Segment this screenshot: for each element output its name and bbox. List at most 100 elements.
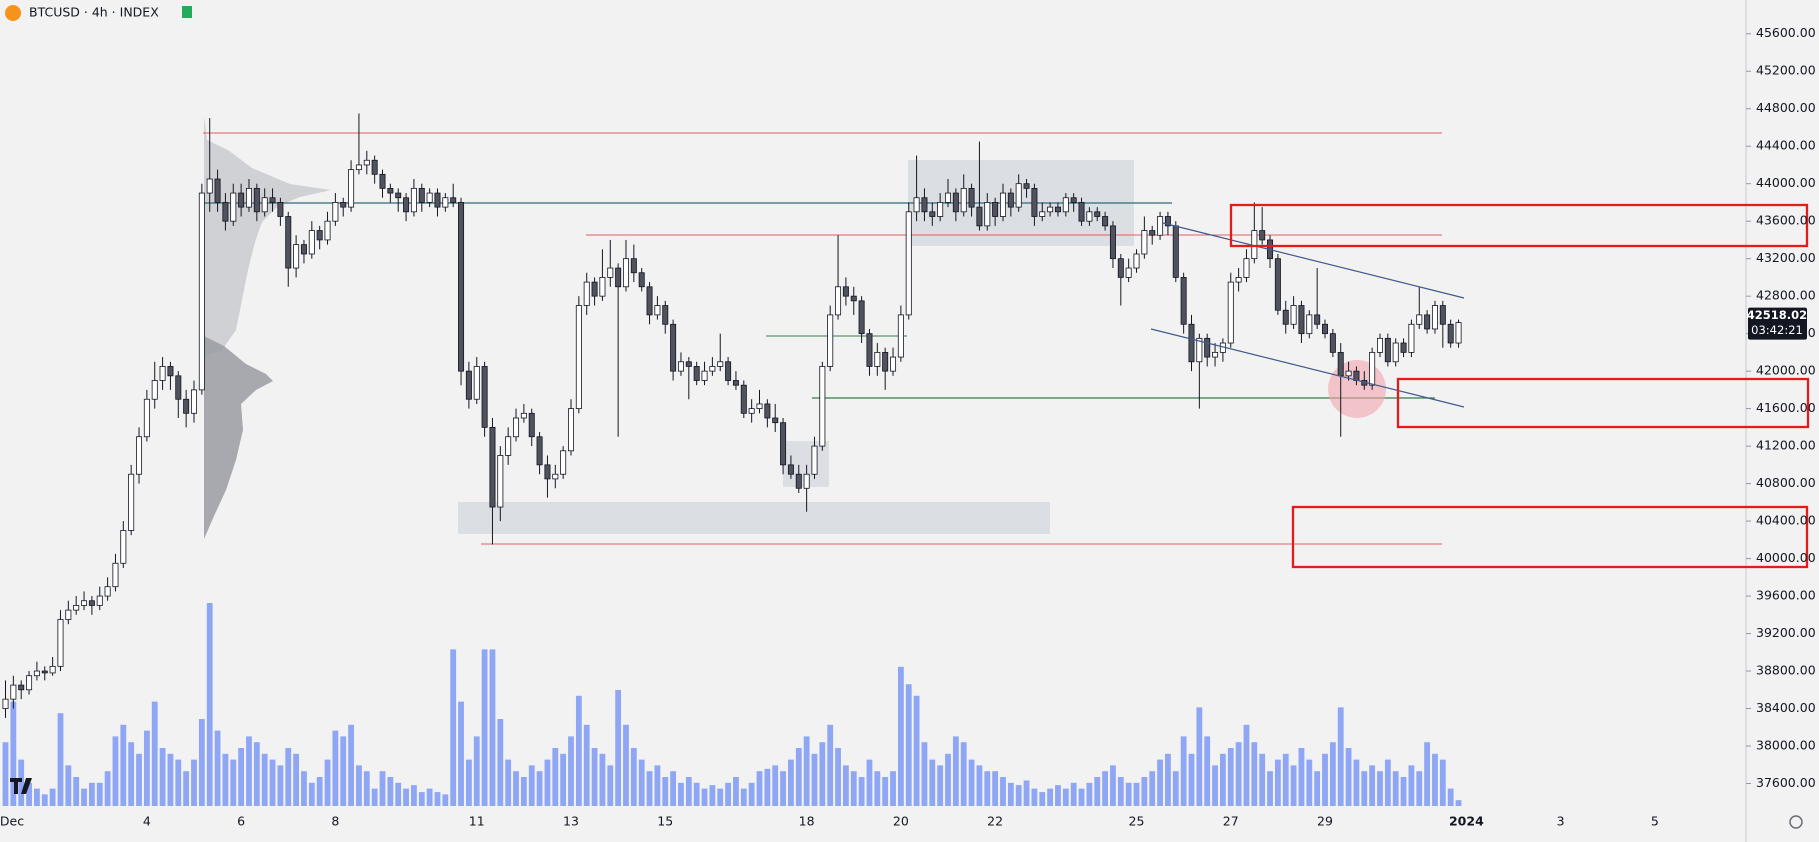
candle-body xyxy=(1376,337,1383,353)
candle-body xyxy=(1455,322,1462,344)
candle-body xyxy=(1251,230,1258,260)
candle-body xyxy=(1235,277,1242,283)
volume-bar xyxy=(387,777,394,806)
volume-bar xyxy=(246,736,252,806)
chart-title: BTCUSD · 4h · INDEX xyxy=(29,5,159,20)
volume-bar xyxy=(277,765,284,806)
candle-body xyxy=(560,450,567,475)
candle-body xyxy=(1125,267,1132,278)
volume-bar xyxy=(489,649,496,806)
last-price-box xyxy=(1748,307,1807,340)
volume-bar xyxy=(505,759,512,806)
volume-bar xyxy=(497,719,504,806)
candle-body xyxy=(748,408,755,414)
candle-body xyxy=(1424,314,1431,330)
volume-bar xyxy=(764,768,771,806)
candle-body xyxy=(434,192,441,208)
volume-bar xyxy=(371,788,378,806)
volume-bar xyxy=(49,788,56,806)
volume-profile-lower xyxy=(204,336,273,539)
y-tick-label: 40400.00 xyxy=(1756,513,1816,528)
y-tick-label: 41600.00 xyxy=(1756,400,1816,415)
volume-bar xyxy=(316,777,323,806)
volume-bar xyxy=(858,777,865,806)
volume-bar xyxy=(513,771,519,806)
candle-body xyxy=(913,197,920,213)
volume-bar xyxy=(520,777,527,806)
volume-bar xyxy=(1416,771,1423,806)
volume-bar xyxy=(143,730,150,806)
x-tick-label: 27 xyxy=(1223,814,1239,829)
candle-body xyxy=(772,417,779,424)
flag-icon xyxy=(182,6,192,18)
candle-body xyxy=(905,211,912,316)
y-tick-label: 44800.00 xyxy=(1756,100,1816,115)
candle-body xyxy=(96,595,103,606)
candle-body xyxy=(222,202,229,222)
candle-body xyxy=(842,286,849,297)
x-tick-label: 22 xyxy=(987,814,1003,829)
volume-bar xyxy=(1172,771,1179,806)
candle-body xyxy=(1196,337,1203,363)
candle-body xyxy=(371,159,378,175)
volume-bar xyxy=(1188,753,1195,806)
volume-bar xyxy=(191,759,197,806)
candle-body xyxy=(136,436,143,475)
candle-body xyxy=(866,333,873,367)
candle-body xyxy=(575,305,582,410)
volume-bar xyxy=(293,753,300,806)
volume-bar xyxy=(772,765,779,806)
y-tick-label: 38400.00 xyxy=(1756,700,1816,715)
x-tick-label: 29 xyxy=(1317,814,1333,829)
volume-bar xyxy=(575,695,582,806)
candle-body xyxy=(850,295,857,302)
volume-layer xyxy=(2,603,1462,806)
volume-bar xyxy=(913,695,920,806)
volume-bar xyxy=(151,701,158,806)
volume-bar xyxy=(1408,765,1415,806)
candle-body xyxy=(426,192,433,203)
volume-bar xyxy=(434,792,441,806)
candle-body xyxy=(387,187,394,194)
candle-body xyxy=(1141,230,1148,255)
volume-bar xyxy=(638,759,645,806)
candle-body xyxy=(701,370,708,381)
candle-body xyxy=(568,408,575,452)
highlight-box xyxy=(1291,505,1809,569)
volume-bar xyxy=(481,649,488,806)
y-tick-label: 43200.00 xyxy=(1756,250,1816,265)
volume-bar xyxy=(1243,724,1250,806)
volume-bar xyxy=(968,759,975,806)
volume-bar xyxy=(1070,782,1077,806)
candle-body xyxy=(1078,202,1085,222)
volume-bar xyxy=(308,782,315,806)
candle-body xyxy=(104,586,111,597)
volume-bar xyxy=(458,701,464,806)
candle-body xyxy=(693,366,700,381)
candle-body xyxy=(646,286,653,316)
y-tick-label: 43600.00 xyxy=(1756,213,1816,228)
volume-bar xyxy=(992,771,999,806)
candle-body xyxy=(26,675,33,691)
candle-body xyxy=(1204,337,1211,358)
volume-bar xyxy=(1353,759,1360,806)
candle-body xyxy=(1400,342,1407,353)
volume-bar xyxy=(921,742,928,806)
volume-bar xyxy=(301,771,307,806)
candle-body xyxy=(1259,230,1266,241)
volume-bar xyxy=(26,782,32,806)
y-tick-label: 42800.00 xyxy=(1756,288,1816,303)
candle-body xyxy=(1290,305,1297,325)
x-tick-label: 11 xyxy=(469,814,485,829)
volume-bar xyxy=(1282,753,1289,806)
settings-icon[interactable] xyxy=(1789,815,1803,829)
volume-bar xyxy=(1392,771,1399,806)
volume-bar xyxy=(1361,771,1368,806)
candle-body xyxy=(300,244,307,255)
candle-body xyxy=(316,230,323,241)
volume-bar xyxy=(945,753,951,806)
candle-body xyxy=(1384,337,1391,363)
volume-bar xyxy=(1086,782,1093,806)
volume-bar xyxy=(1125,782,1132,806)
